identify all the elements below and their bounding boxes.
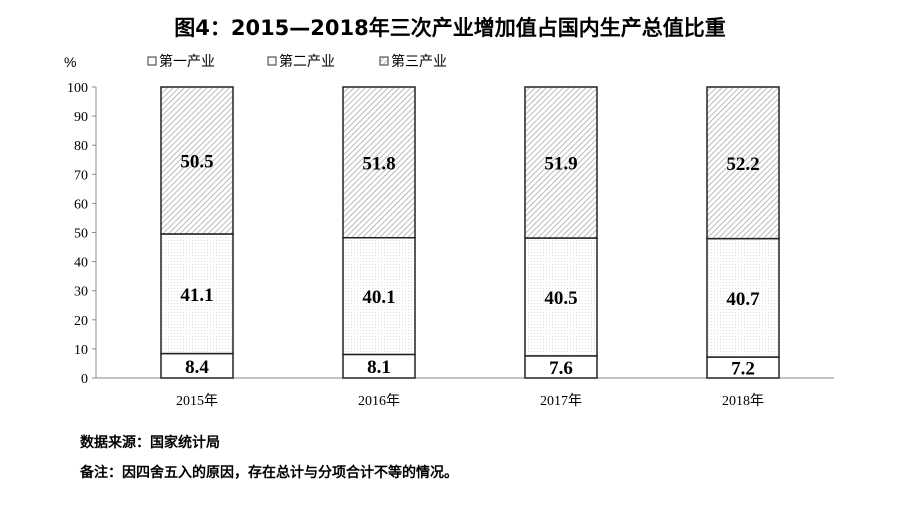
- y-tick-label: 80: [74, 139, 88, 154]
- y-tick-label: 50: [74, 227, 88, 242]
- data-label: 40.1: [362, 287, 395, 308]
- data-label: 8.4: [185, 357, 209, 378]
- legend-swatch: [147, 56, 157, 66]
- legend-label: 第三产业: [391, 53, 447, 70]
- bar-segment: [524, 237, 598, 357]
- remark-note: 备注：因四舍五入的原因，存在总计与分项合计不等的情况。: [80, 465, 458, 481]
- y-tick-label: 90: [74, 110, 88, 125]
- bar-segment: [160, 86, 234, 235]
- x-tick-label: 2015年: [176, 393, 218, 409]
- legend-label: 第一产业: [159, 53, 215, 70]
- x-tick-label: 2018年: [722, 393, 764, 409]
- bar-segment: [160, 352, 234, 379]
- data-label: 7.6: [549, 358, 573, 379]
- bar-segment: [706, 86, 780, 240]
- bar-segment: [524, 86, 598, 239]
- data-label: 40.7: [726, 289, 760, 310]
- data-label: 52.2: [726, 154, 759, 175]
- data-label: 8.1: [367, 357, 391, 378]
- legend-label: 第二产业: [279, 53, 335, 70]
- y-tick-label: 100: [67, 81, 88, 96]
- y-tick-label: 10: [74, 343, 88, 358]
- y-tick-label: 30: [74, 285, 88, 300]
- legend-swatch: [379, 56, 389, 66]
- data-label: 50.5: [180, 151, 213, 172]
- y-tick-label: 70: [74, 168, 88, 183]
- data-label: 51.9: [544, 154, 577, 175]
- bar-segment: [706, 237, 780, 358]
- x-tick-label: 2016年: [358, 393, 400, 409]
- bar-segment: [342, 86, 416, 239]
- y-tick-label: 20: [74, 314, 88, 329]
- data-label: 41.1: [180, 285, 213, 306]
- data-label: 7.2: [731, 359, 755, 380]
- y-tick-label: 40: [74, 256, 88, 271]
- x-tick-label: 2017年: [540, 393, 582, 409]
- legend-swatch: [267, 56, 277, 66]
- source-note: 数据来源：国家统计局: [80, 435, 220, 451]
- y-tick-label: 0: [81, 372, 88, 387]
- data-label: 51.8: [362, 153, 395, 174]
- y-axis-unit: %: [64, 54, 76, 70]
- y-tick-label: 60: [74, 197, 88, 212]
- chart-title: 图4：2015—2018年三次产业增加值占国内生产总值比重: [174, 16, 726, 40]
- data-label: 40.5: [544, 288, 577, 309]
